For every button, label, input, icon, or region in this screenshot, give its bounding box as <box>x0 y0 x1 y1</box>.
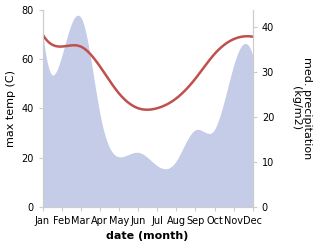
X-axis label: date (month): date (month) <box>107 231 189 242</box>
Y-axis label: med. precipitation
(kg/m2): med. precipitation (kg/m2) <box>291 57 313 159</box>
Y-axis label: max temp (C): max temp (C) <box>5 70 16 147</box>
